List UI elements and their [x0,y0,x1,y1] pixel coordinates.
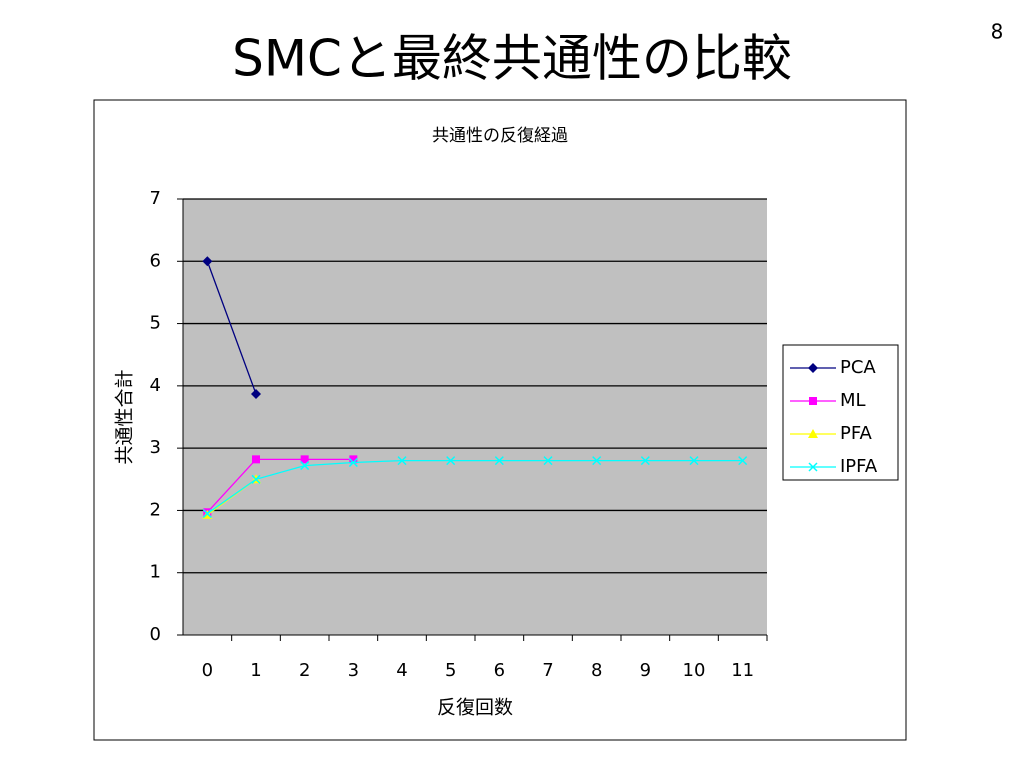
data-point [738,456,748,466]
legend-label: PCA [840,357,876,378]
data-point [349,455,358,464]
data-point [202,256,213,267]
data-point [348,457,358,467]
data-point [251,474,261,484]
series-line [206,261,257,395]
x-tick-label: 6 [494,660,505,681]
x-tick-label: 1 [250,660,261,681]
data-point [494,456,504,466]
legend-marker [809,397,817,405]
legend-marker [808,363,818,373]
data-point [202,509,212,519]
data-point [592,456,602,466]
chart-title: 共通性の反復経過 [432,126,568,146]
x-tick-label: 8 [591,660,602,681]
data-point [446,456,456,466]
data-point [252,455,260,464]
legend-marker [808,462,818,472]
data-point [543,456,553,466]
y-tick-label: 1 [150,562,161,583]
data-point [640,456,650,466]
x-tick-label: 7 [542,660,553,681]
x-tick-label: 5 [445,660,456,681]
page-number: 8 [991,20,1004,44]
x-tick-label: 3 [348,660,359,681]
x-tick-label: 9 [640,660,651,681]
x-axis-label: 反復回数 [437,697,513,719]
data-point [300,455,309,464]
y-tick-label: 2 [150,499,161,520]
data-point [300,461,310,471]
y-axis-label: 共通性合計 [114,369,136,464]
legend-label: IPFA [840,456,878,477]
data-point [397,456,407,466]
x-tick-label: 2 [299,660,310,681]
data-point [251,388,261,399]
legend-label: ML [840,390,866,411]
x-tick-label: 10 [683,660,706,681]
y-tick-label: 6 [150,250,161,271]
legend-label: PFA [840,423,873,444]
y-tick-label: 3 [150,437,161,458]
series-line [206,458,354,513]
data-point [689,456,699,466]
y-tick-label: 7 [150,188,161,209]
y-tick-label: 0 [150,624,161,645]
y-tick-label: 4 [150,375,161,396]
plot-area [183,199,767,635]
legend-marker [808,429,818,438]
slide-title: SMCと最終共通性の比較 [232,30,792,88]
x-tick-label: 0 [202,660,213,681]
series-line [206,459,743,515]
x-tick-label: 11 [731,660,754,681]
y-tick-label: 5 [150,313,161,334]
x-tick-label: 4 [396,660,407,681]
